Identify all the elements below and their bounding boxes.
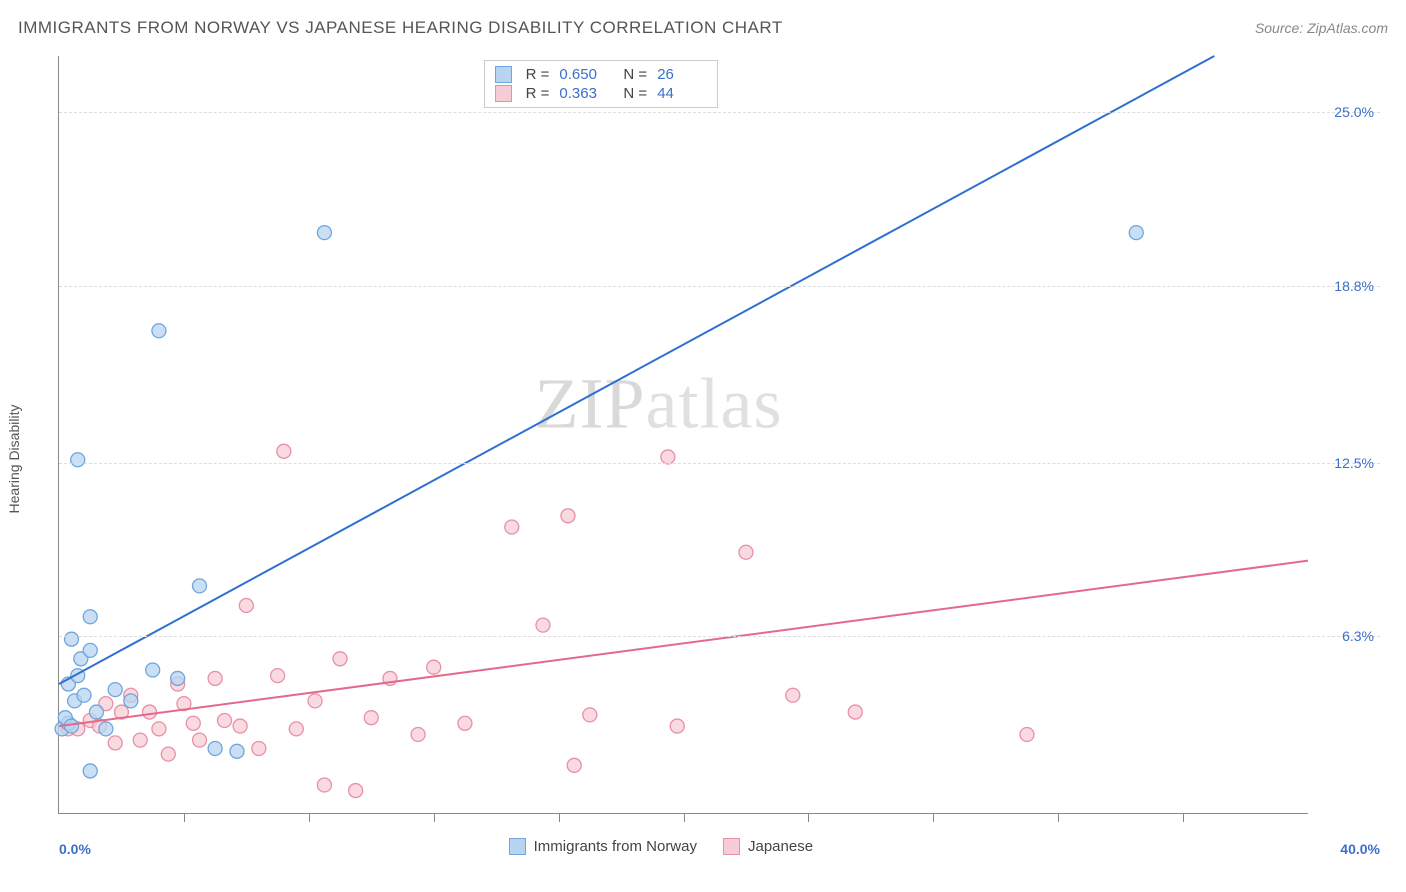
x-tick — [684, 813, 685, 822]
legend-item-norway: Immigrants from Norway — [509, 838, 697, 855]
x-tick — [309, 813, 310, 822]
legend-stats: R = 0.650 N = 26 R = 0.363 N = 44 — [484, 60, 719, 108]
legend-label-norway: Immigrants from Norway — [534, 838, 697, 855]
swatch-japanese — [495, 85, 512, 102]
source-attribution: Source: ZipAtlas.com — [1255, 20, 1388, 36]
x-tick — [1058, 813, 1059, 822]
gridline — [59, 112, 1380, 113]
gridline — [59, 286, 1380, 287]
x-axis-max-label: 40.0% — [1340, 841, 1380, 857]
swatch-norway — [495, 66, 512, 83]
x-tick — [1183, 813, 1184, 822]
y-tick-label: 12.5% — [1334, 455, 1374, 471]
swatch-norway — [509, 838, 526, 855]
x-tick — [434, 813, 435, 822]
chart-title: IMMIGRANTS FROM NORWAY VS JAPANESE HEARI… — [18, 18, 783, 38]
x-tick — [559, 813, 560, 822]
x-tick — [933, 813, 934, 822]
x-tick — [184, 813, 185, 822]
legend-label-japanese: Japanese — [748, 838, 813, 855]
legend-item-japanese: Japanese — [723, 838, 813, 855]
y-tick-label: 18.8% — [1334, 278, 1374, 294]
plot-area: ZIPatlas R = 0.650 N = 26 R = 0.363 N = … — [58, 56, 1308, 814]
y-tick-label: 6.3% — [1342, 628, 1374, 644]
gridline — [59, 463, 1380, 464]
legend-stats-japanese: R = 0.363 N = 44 — [493, 84, 710, 103]
x-axis-min-label: 0.0% — [59, 841, 91, 857]
gridline — [59, 636, 1380, 637]
x-tick — [808, 813, 809, 822]
legend-stats-norway: R = 0.650 N = 26 — [493, 65, 710, 84]
y-tick-label: 25.0% — [1334, 104, 1374, 120]
plot-container: Hearing Disability ZIPatlas R = 0.650 N … — [58, 56, 1380, 862]
legend-series: Immigrants from Norway Japanese — [509, 838, 813, 855]
y-axis-label: Hearing Disability — [6, 405, 22, 514]
chart-svg — [59, 56, 1308, 813]
swatch-japanese — [723, 838, 740, 855]
